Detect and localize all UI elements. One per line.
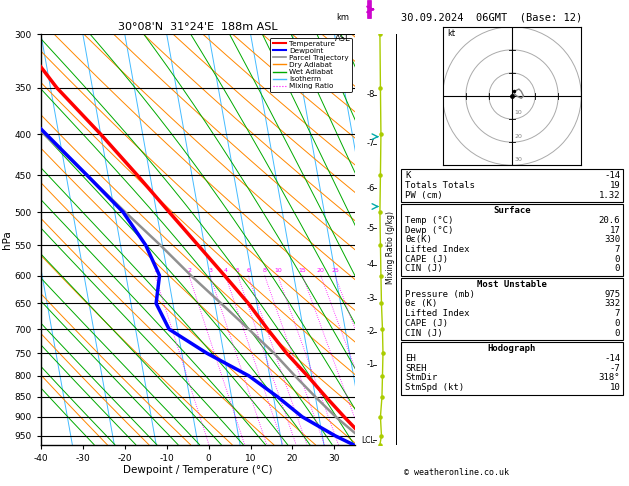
Text: K: K [405,171,411,180]
Point [376,172,386,179]
Text: 1.32: 1.32 [599,191,620,200]
Text: 5: 5 [236,268,240,274]
Text: CIN (J): CIN (J) [405,329,443,338]
Text: © weatheronline.co.uk: © weatheronline.co.uk [404,468,509,477]
Text: Hodograph: Hodograph [488,344,536,353]
Text: Temp (°C): Temp (°C) [405,216,454,225]
Text: -5: -5 [367,224,375,233]
Point [376,299,386,307]
Text: -14: -14 [604,354,620,363]
Text: CAPE (J): CAPE (J) [405,255,448,264]
Text: SREH: SREH [405,364,426,373]
Text: ASL: ASL [335,34,351,43]
Text: -7: -7 [367,139,375,148]
Text: kt: kt [447,29,455,38]
Point [377,393,387,401]
Text: θε (K): θε (K) [405,299,437,309]
Text: 2: 2 [187,268,191,274]
Text: 25: 25 [331,268,339,274]
Text: CIN (J): CIN (J) [405,264,443,274]
Text: 0: 0 [615,255,620,264]
Text: km: km [337,13,350,22]
Text: 17: 17 [610,226,620,235]
Text: -1: -1 [367,360,375,369]
Text: 20.6: 20.6 [599,216,620,225]
Text: PW (cm): PW (cm) [405,191,443,200]
Text: StmDir: StmDir [405,373,437,382]
Point [376,242,386,249]
Text: -14: -14 [604,171,620,180]
Text: Surface: Surface [493,206,531,215]
Text: 4: 4 [223,268,228,274]
Text: 0: 0 [615,319,620,328]
Point [375,208,385,216]
Text: 7: 7 [615,309,620,318]
Title: 30°08'N  31°24'E  188m ASL: 30°08'N 31°24'E 188m ASL [118,22,278,32]
Text: 20: 20 [317,268,325,274]
Point [376,84,386,92]
Text: -3: -3 [367,294,375,303]
Point [376,413,386,421]
Text: 318°: 318° [599,373,620,382]
Text: 0: 0 [615,264,620,274]
Text: 975: 975 [604,290,620,299]
Text: -6: -6 [367,184,375,193]
Text: -4: -4 [367,260,375,269]
Text: 3: 3 [208,268,212,274]
Text: Most Unstable: Most Unstable [477,280,547,289]
Text: EH: EH [405,354,416,363]
Text: 10: 10 [515,110,522,116]
Point [376,432,386,439]
Text: -2: -2 [367,327,375,336]
Text: Totals Totals: Totals Totals [405,181,475,190]
Text: StmSpd (kt): StmSpd (kt) [405,383,464,392]
Text: LCL: LCL [361,436,375,445]
Text: 20: 20 [515,134,522,139]
Text: 330: 330 [604,235,620,244]
Text: Dewp (°C): Dewp (°C) [405,226,454,235]
Text: 1: 1 [153,268,157,274]
Text: Mixing Ratio (g/kg): Mixing Ratio (g/kg) [386,211,394,284]
Text: 332: 332 [604,299,620,309]
Point [375,30,385,38]
Text: 10: 10 [610,383,620,392]
Text: Lifted Index: Lifted Index [405,309,470,318]
Text: 19: 19 [610,181,620,190]
Text: 30: 30 [515,156,522,162]
X-axis label: Dewpoint / Temperature (°C): Dewpoint / Temperature (°C) [123,466,273,475]
Text: 10: 10 [274,268,282,274]
Y-axis label: hPa: hPa [2,230,12,249]
Text: CAPE (J): CAPE (J) [405,319,448,328]
Text: 6: 6 [246,268,250,274]
Point [375,441,385,449]
Text: 0: 0 [615,329,620,338]
Text: 30.09.2024  06GMT  (Base: 12): 30.09.2024 06GMT (Base: 12) [401,12,582,22]
Point [378,349,388,357]
Text: θε(K): θε(K) [405,235,432,244]
Text: Lifted Index: Lifted Index [405,245,470,254]
Legend: Temperature, Dewpoint, Parcel Trajectory, Dry Adiabat, Wet Adiabat, Isotherm, Mi: Temperature, Dewpoint, Parcel Trajectory… [270,37,352,92]
Point [376,272,386,279]
Text: -7: -7 [610,364,620,373]
Text: 8: 8 [263,268,267,274]
Text: Pressure (mb): Pressure (mb) [405,290,475,299]
Text: 7: 7 [615,245,620,254]
Point [376,130,386,138]
Point [377,325,387,333]
Point [377,372,387,380]
Text: -8: -8 [367,90,375,99]
Text: 15: 15 [299,268,306,274]
